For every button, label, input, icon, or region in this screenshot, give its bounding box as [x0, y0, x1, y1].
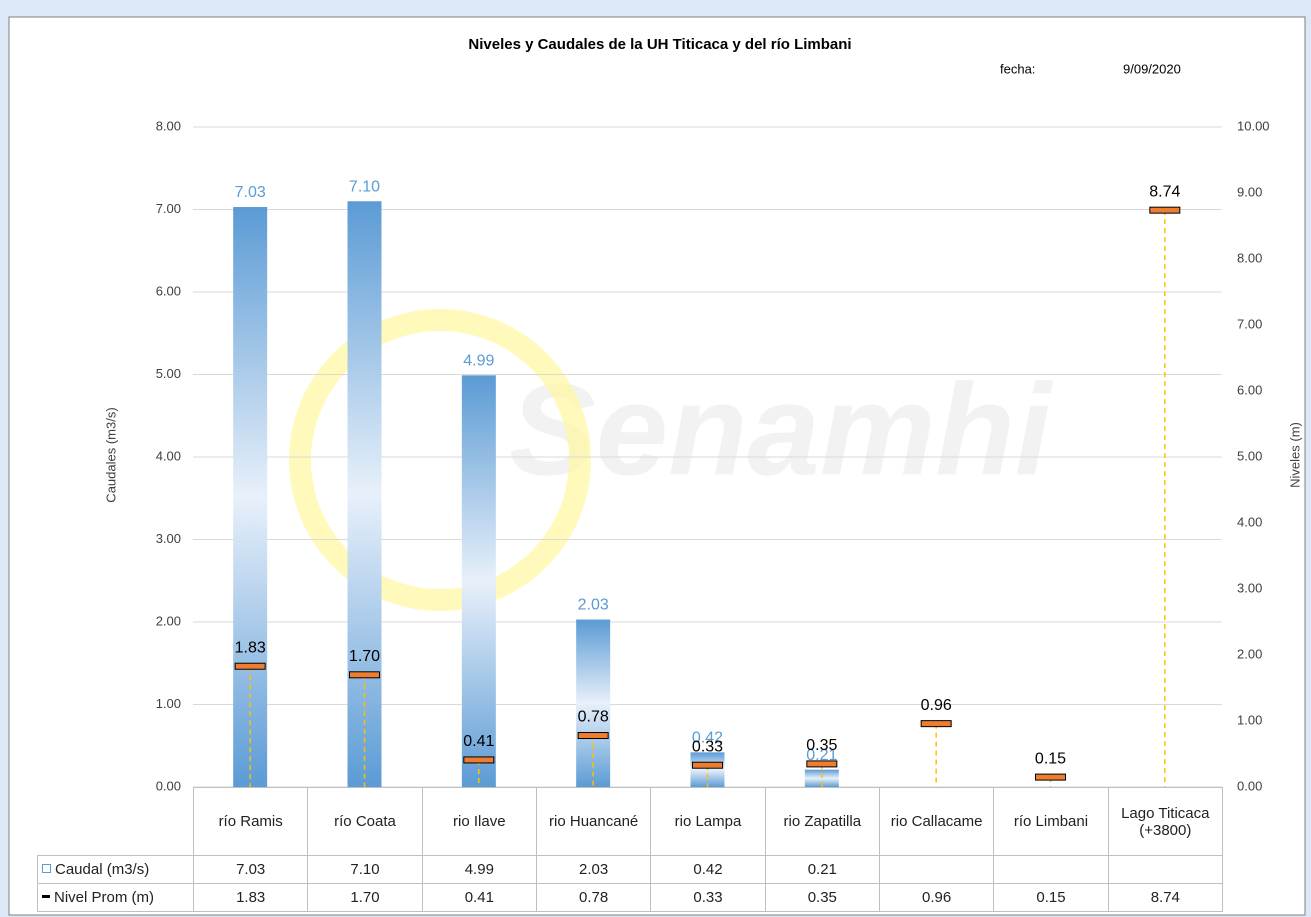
- y-tick-label: 7.00: [156, 201, 181, 216]
- table-value: 2.03: [535, 855, 652, 884]
- legend-entry: Caudal (m3/s): [37, 855, 194, 884]
- table-value: 0.33: [650, 883, 766, 912]
- category-label: río Coata: [307, 787, 423, 856]
- table-value: 0.96: [878, 883, 995, 912]
- legend-text: Caudal (m3/s): [55, 861, 150, 878]
- watermark-logo: [289, 309, 591, 611]
- y-tick-label: 4.00: [156, 448, 181, 463]
- level-marker: [234, 662, 266, 670]
- table-value: 0.41: [421, 883, 537, 912]
- table-value: 0.42: [650, 855, 766, 884]
- category-label: Lago Titicaca (+3800): [1107, 787, 1223, 856]
- table-value: 0.21: [764, 855, 880, 884]
- level-value-label: 1.70: [349, 648, 380, 665]
- y2-tick-label: 3.00: [1237, 580, 1262, 595]
- legend-symbol: [42, 864, 51, 873]
- y2-tick-label: 10.00: [1237, 118, 1270, 133]
- bar-value-label: 7.03: [235, 184, 266, 201]
- level-value-label: 0.41: [463, 733, 494, 750]
- category-label: rio Huancané: [535, 787, 652, 856]
- table-value: 0.15: [993, 883, 1109, 912]
- table-value: 0.35: [764, 883, 880, 912]
- level-marker: [920, 720, 952, 728]
- y2-tick-label: 6.00: [1237, 382, 1262, 397]
- y-tick-label: 2.00: [156, 613, 181, 628]
- chart-title: Niveles y Caudales de la UH Titicaca y d…: [468, 36, 851, 53]
- table-value: 8.74: [1107, 883, 1223, 912]
- level-value-label: 1.83: [235, 639, 266, 656]
- table-corner: [38, 788, 194, 856]
- y2-axis-label: Niveles (m): [1287, 422, 1302, 488]
- table-cell-empty: [1107, 855, 1223, 884]
- level-value-label: 8.74: [1149, 183, 1180, 200]
- y2-tick-label: 7.00: [1237, 316, 1262, 331]
- table-row: Nivel Prom (m) 1.83 1.70 0.41 0.78 0.33 0.35 0.…: [37, 883, 1223, 912]
- y2-tick-label: 1.00: [1237, 712, 1262, 727]
- y-tick-label: 8.00: [156, 118, 181, 133]
- table-cell-empty: [878, 855, 995, 884]
- bar: [461, 375, 496, 787]
- bar-value-label: 2.03: [578, 597, 609, 614]
- category-label: río Ramis: [192, 787, 309, 856]
- date-label: fecha:: [1000, 61, 1035, 76]
- y2-tick-label: 5.00: [1237, 448, 1262, 463]
- table-value: 1.83: [192, 883, 309, 912]
- table-value: 0.78: [535, 883, 652, 912]
- level-marker: [577, 732, 609, 740]
- table-value: 7.03: [192, 855, 309, 884]
- y-tick-label: 1.00: [156, 696, 181, 711]
- table-value: 1.70: [307, 883, 423, 912]
- y-tick-label: 5.00: [156, 366, 181, 381]
- level-marker: [692, 761, 723, 769]
- level-marker: [349, 671, 380, 679]
- category-label: rio Ilave: [421, 787, 537, 856]
- category-label: rio Callacame: [878, 787, 995, 856]
- level-marker: [1035, 773, 1066, 781]
- table-cell-empty: [993, 855, 1109, 884]
- chart-area: [8, 16, 1306, 916]
- level-marker: [463, 756, 495, 764]
- y2-tick-label: 9.00: [1237, 184, 1262, 199]
- bar-value-label: 0.42: [692, 730, 723, 747]
- watermark: Senamhi: [509, 356, 1054, 502]
- table-value: 4.99: [421, 855, 537, 884]
- legend-symbol: [42, 895, 50, 898]
- legend-text: Nivel Prom (m): [54, 889, 154, 906]
- level-value-label: 0.35: [806, 737, 837, 754]
- legend-entry: Nivel Prom (m): [37, 883, 194, 912]
- y-tick-label: 6.00: [156, 283, 181, 298]
- bar-value-label: 7.10: [349, 178, 380, 195]
- table-value: 7.10: [307, 855, 423, 884]
- table-row: Caudal (m3/s) 7.03 7.10 4.99 2.03 0.42 0.21: [37, 855, 1223, 884]
- y-tick-label: 3.00: [156, 531, 181, 546]
- bar: [233, 207, 268, 787]
- y2-tick-label: 0.00: [1237, 778, 1262, 793]
- bar: [804, 769, 839, 787]
- bar-value-label: 0.21: [806, 747, 837, 764]
- level-value-label: 0.15: [1035, 750, 1066, 767]
- category-label: río Limbani: [993, 787, 1109, 856]
- y2-tick-label: 2.00: [1237, 646, 1262, 661]
- y2-tick-label: 8.00: [1237, 250, 1262, 265]
- y-tick-label: 0.00: [156, 778, 181, 793]
- y2-tick-label: 4.00: [1237, 514, 1262, 529]
- level-value-label: 0.78: [578, 709, 609, 726]
- table-header-row: río Ramis río Coata rio Ilave rio Huancané r…: [38, 787, 1223, 856]
- category-label: rio Zapatilla: [764, 787, 880, 856]
- level-marker: [806, 760, 838, 768]
- level-value-label: 0.33: [692, 738, 723, 755]
- y-axis-label: Caudales (m3/s): [103, 407, 118, 502]
- data-table: río Ramis río Coata rio Ilave rio Huancané r…: [37, 787, 1223, 912]
- bar: [576, 619, 611, 787]
- bar-value-label: 4.99: [463, 353, 494, 370]
- bar: [347, 201, 382, 787]
- level-marker: [1149, 206, 1181, 214]
- category-label: rio Lampa: [650, 787, 766, 856]
- date: 9/09/2020: [1123, 61, 1181, 76]
- level-value-label: 0.96: [921, 697, 952, 714]
